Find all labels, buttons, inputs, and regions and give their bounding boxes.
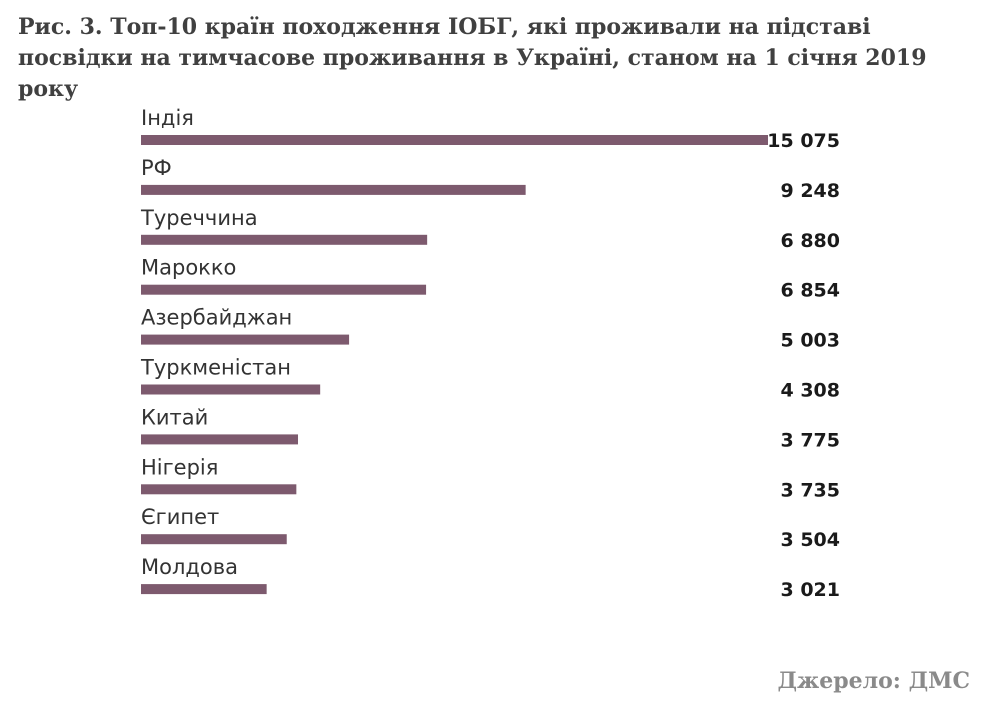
category-label: Марокко	[141, 256, 236, 280]
category-label: Єгипет	[141, 505, 219, 529]
data-label: 4 308	[781, 380, 841, 402]
bar	[141, 384, 321, 395]
bar	[141, 534, 287, 545]
data-label: 3 021	[781, 579, 841, 601]
data-label: 15 075	[767, 130, 840, 152]
bar	[141, 484, 297, 495]
bar	[141, 584, 267, 595]
category-label: Туркменістан	[140, 356, 291, 380]
category-label: Азербайджан	[141, 306, 292, 330]
bar	[141, 234, 428, 245]
data-label: 5 003	[781, 330, 841, 352]
data-label: 3 735	[781, 479, 841, 501]
category-label: Індія	[141, 106, 194, 130]
source-note: Джерело: ДМС	[777, 668, 970, 694]
bar	[141, 434, 299, 445]
bar	[141, 284, 427, 295]
data-label: 3 775	[781, 429, 841, 451]
bar	[141, 334, 350, 345]
bar	[141, 135, 768, 145]
data-label: 9 248	[781, 180, 841, 202]
category-label: Китай	[141, 405, 208, 429]
category-label: Нігерія	[141, 455, 218, 479]
category-label: Молдова	[141, 555, 238, 579]
data-label: 6 854	[781, 280, 841, 302]
chart-title: Рис. 3. Топ-10 країн походження ІОБГ, як…	[18, 14, 927, 102]
category-label: РФ	[141, 156, 172, 180]
data-label: 3 504	[781, 529, 841, 551]
bar	[141, 184, 526, 195]
data-label: 6 880	[781, 230, 841, 252]
category-label: Туреччина	[140, 206, 258, 230]
